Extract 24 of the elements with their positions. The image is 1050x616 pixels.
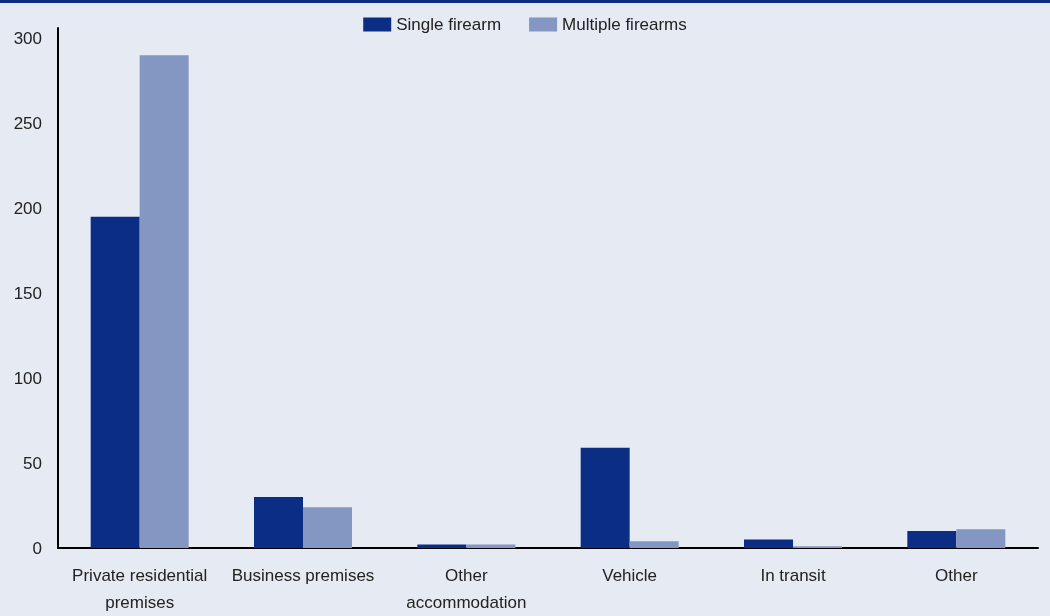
bar (254, 497, 303, 548)
y-tick-label: 250 (13, 113, 42, 133)
x-tick-label: Vehicle (602, 566, 658, 585)
bar (907, 531, 957, 548)
y-tick-label: 150 (13, 283, 42, 303)
bar (90, 216, 140, 548)
bar (580, 447, 630, 548)
bar (139, 55, 189, 548)
y-tick-label: 100 (13, 368, 42, 388)
bar (629, 541, 679, 548)
y-tick-label: 0 (32, 538, 42, 558)
bar (744, 539, 793, 548)
x-tick-label: Private residential premises (72, 566, 208, 612)
y-tick-label: 200 (13, 198, 42, 218)
x-tick-label: In transit (760, 566, 826, 585)
y-tick-label: 300 (13, 28, 42, 48)
y-tick-label: 50 (23, 453, 42, 473)
bar (303, 507, 352, 548)
x-tick-label: Other accommodation (406, 566, 527, 612)
legend-label: Multiple firearms (562, 15, 687, 34)
x-tick-label: Business premises (231, 566, 375, 585)
bar (956, 529, 1006, 548)
x-tick-label: Other (935, 566, 978, 585)
legend-label: Single firearm (396, 15, 502, 34)
